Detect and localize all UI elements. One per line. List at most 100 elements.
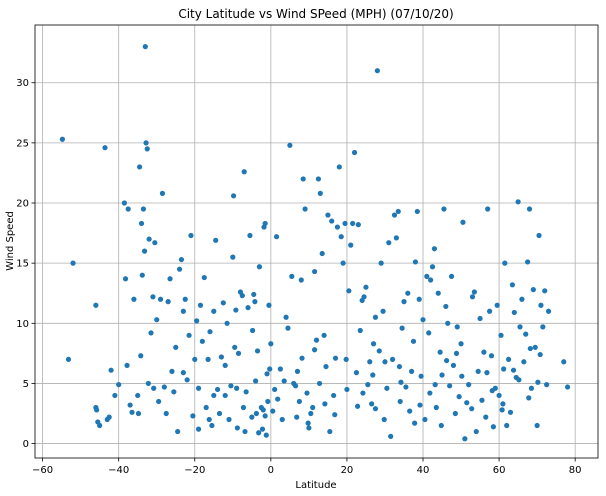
data-point — [496, 392, 502, 399]
data-point — [254, 348, 261, 354]
data-point — [143, 140, 149, 146]
data-point — [144, 146, 150, 152]
data-point — [486, 308, 493, 314]
y-axis-label: Wind Speed — [5, 211, 16, 271]
data-point — [251, 291, 257, 298]
data-point — [517, 324, 523, 330]
data-point — [260, 407, 266, 413]
data-point — [346, 288, 352, 294]
data-point — [296, 398, 302, 405]
data-point — [93, 302, 99, 308]
data-point — [477, 315, 483, 322]
data-point — [354, 403, 361, 409]
data-point — [249, 327, 256, 334]
data-point — [414, 208, 420, 215]
data-point — [545, 308, 552, 314]
data-point — [310, 404, 316, 411]
data-point — [289, 273, 295, 279]
data-point — [416, 296, 422, 302]
data-point — [256, 264, 263, 270]
data-point — [213, 237, 219, 243]
data-point — [152, 240, 158, 246]
data-point — [389, 356, 396, 362]
data-point — [412, 259, 419, 265]
data-point — [315, 176, 322, 182]
data-point — [253, 410, 259, 417]
data-point — [325, 212, 331, 218]
data-point — [445, 320, 451, 326]
data-point — [209, 422, 215, 429]
data-point — [357, 327, 363, 334]
data-point — [161, 384, 167, 390]
data-point — [334, 224, 341, 230]
data-point — [536, 232, 542, 239]
data-point — [175, 428, 181, 435]
data-point — [450, 362, 457, 368]
data-point — [140, 206, 147, 212]
data-point — [544, 382, 550, 388]
data-point — [344, 386, 350, 393]
data-point — [311, 347, 318, 353]
data-point — [381, 416, 387, 423]
data-point — [138, 220, 145, 227]
data-point — [270, 408, 276, 414]
data-point — [452, 410, 458, 417]
data-point — [438, 422, 444, 429]
y-tick-label: 30 — [16, 78, 29, 89]
data-point — [443, 303, 449, 310]
data-point — [535, 379, 541, 385]
data-point — [435, 290, 441, 296]
data-point — [338, 234, 344, 240]
data-point — [429, 264, 436, 270]
data-point — [485, 206, 491, 212]
data-point — [265, 398, 271, 405]
data-point — [294, 368, 301, 374]
data-point — [195, 426, 202, 432]
data-point — [336, 164, 342, 170]
data-point — [340, 260, 346, 266]
data-point — [401, 299, 407, 305]
data-point — [420, 317, 426, 323]
data-point — [151, 385, 157, 391]
data-point — [460, 219, 466, 225]
data-point — [319, 250, 325, 257]
data-point — [405, 290, 411, 296]
data-point — [412, 420, 418, 426]
data-point — [292, 383, 299, 389]
data-point — [156, 398, 162, 405]
data-point — [232, 344, 238, 350]
data-point — [540, 324, 546, 330]
data-point — [382, 359, 388, 365]
data-point — [277, 366, 283, 372]
data-point — [490, 424, 496, 430]
data-point — [279, 416, 285, 423]
data-point — [351, 149, 358, 156]
data-point — [475, 368, 481, 374]
data-point — [370, 341, 377, 347]
data-point — [234, 385, 240, 391]
data-point — [483, 414, 489, 420]
data-point — [142, 44, 148, 50]
data-point — [378, 260, 384, 266]
data-point — [372, 314, 379, 320]
data-point — [180, 370, 186, 376]
data-point — [516, 377, 522, 383]
data-point — [206, 416, 212, 423]
data-point — [272, 386, 278, 393]
data-point — [521, 359, 527, 365]
data-point — [399, 325, 405, 331]
data-point — [526, 206, 533, 212]
data-point — [418, 373, 424, 379]
data-point — [308, 410, 314, 417]
data-point — [305, 420, 311, 426]
data-point — [306, 425, 312, 431]
data-point — [409, 368, 415, 374]
data-point — [459, 373, 465, 379]
data-point — [363, 284, 369, 290]
data-point — [462, 436, 468, 442]
data-point — [145, 380, 151, 387]
x-tick-label: 80 — [569, 465, 582, 476]
data-point — [370, 372, 376, 378]
data-point — [287, 142, 293, 148]
data-point — [519, 296, 525, 302]
